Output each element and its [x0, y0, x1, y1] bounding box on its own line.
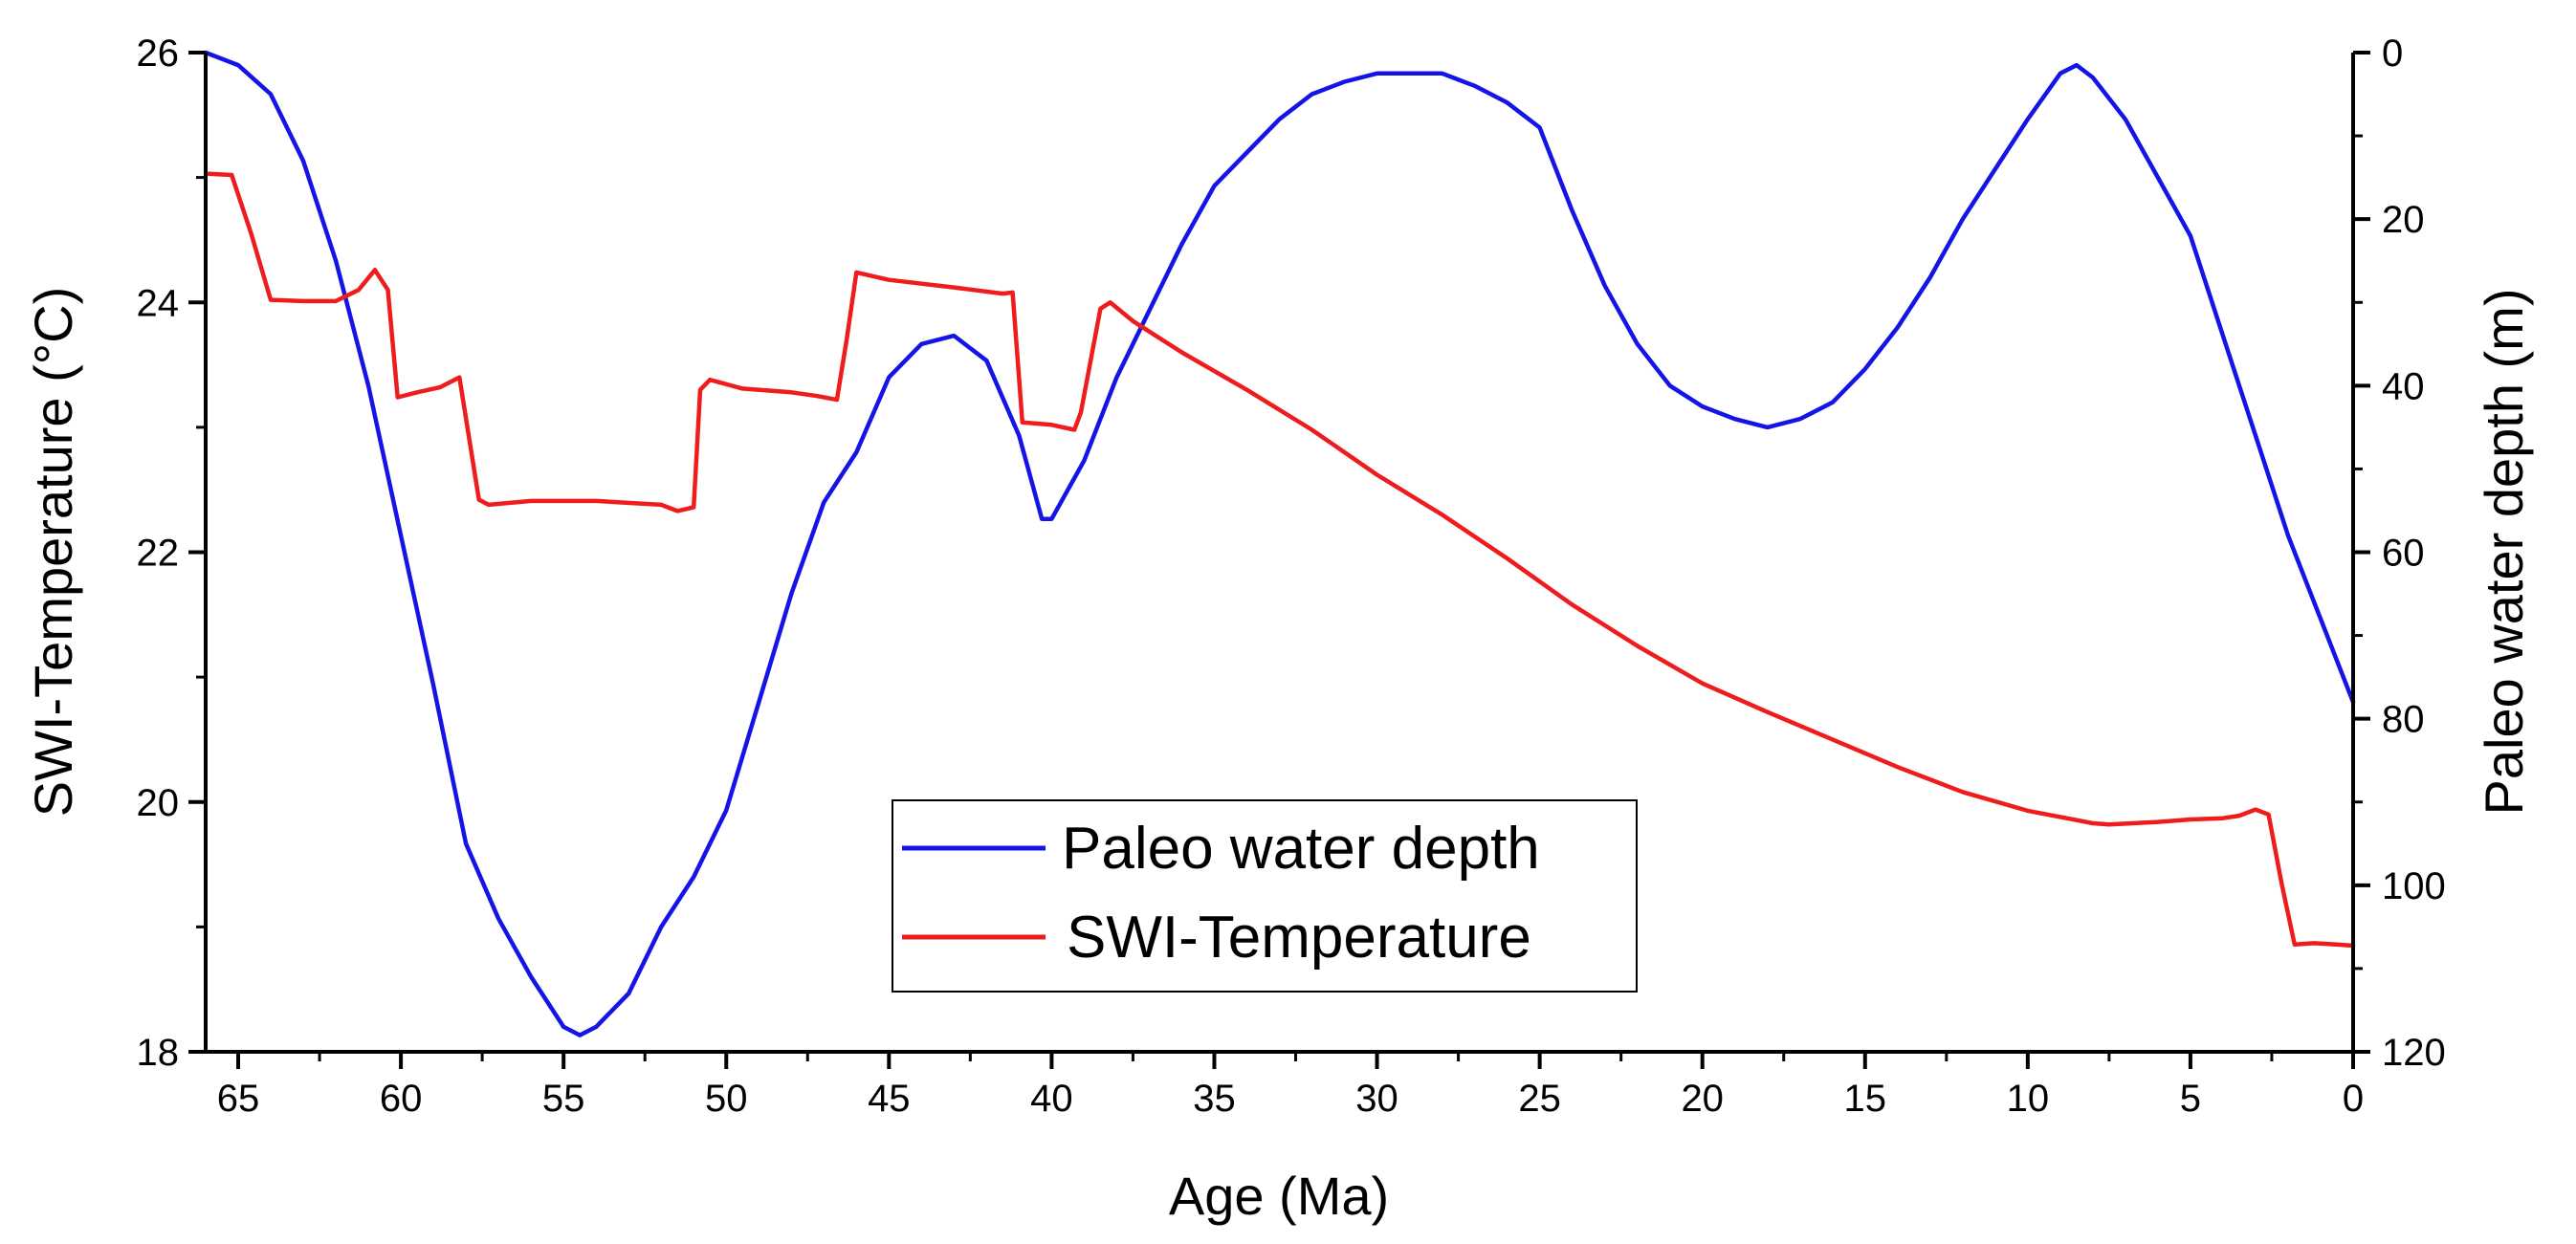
series-line-paleo-water-depth — [203, 50, 2356, 1037]
x-tick-label: 60 — [380, 1078, 423, 1120]
legend-box — [892, 799, 1638, 993]
chart-marks — [203, 50, 2356, 1037]
right-tick-label: 0 — [2382, 33, 2403, 75]
series-line-swi-temperature — [207, 171, 2356, 949]
chart-ticks: 65 60 55 50 45 40 35 30 25 20 15 10 5 026242220180204… — [137, 33, 2446, 1120]
left-tick-label: 24 — [137, 282, 180, 324]
left-tick-label: 22 — [137, 533, 180, 575]
legend-label-depth: Paleo water depth — [1062, 816, 1540, 882]
left-tick-label: 20 — [137, 782, 180, 824]
x-tick-label: 45 — [868, 1078, 911, 1120]
x-tick-label: 0 — [2343, 1078, 2364, 1120]
legend: Paleo water depth SWI-Temperature — [892, 799, 1638, 993]
x-tick-label: 50 — [705, 1078, 748, 1120]
right-tick-label: 20 — [2382, 199, 2425, 241]
right-tick-label: 80 — [2382, 699, 2425, 741]
x-tick-label: 5 — [2180, 1078, 2201, 1120]
x-tick-label: 30 — [1355, 1078, 1398, 1120]
right-axis-title: Paleo water depth (m) — [2474, 289, 2534, 816]
right-tick-label: 60 — [2382, 533, 2425, 575]
x-tick-label: 25 — [1518, 1078, 1561, 1120]
x-tick-label: 10 — [2007, 1078, 2050, 1120]
right-tick-label: 40 — [2382, 365, 2425, 407]
right-tick-label: 100 — [2382, 865, 2446, 907]
left-tick-label: 26 — [137, 33, 180, 75]
x-tick-label: 15 — [1844, 1078, 1887, 1120]
left-axis-title: SWI-Temperature (°C) — [23, 287, 83, 817]
x-tick-label: 65 — [217, 1078, 260, 1120]
legend-label-temperature: SWI-Temperature — [1067, 905, 1531, 971]
x-tick-label: 20 — [1681, 1078, 1724, 1120]
x-axis-title: Age (Ma) — [1169, 1166, 1389, 1226]
x-tick-label: 55 — [542, 1078, 585, 1120]
x-tick-label: 35 — [1193, 1078, 1236, 1120]
left-tick-label: 18 — [137, 1032, 180, 1074]
x-tick-label: 40 — [1030, 1078, 1073, 1120]
right-tick-label: 120 — [2382, 1032, 2446, 1074]
